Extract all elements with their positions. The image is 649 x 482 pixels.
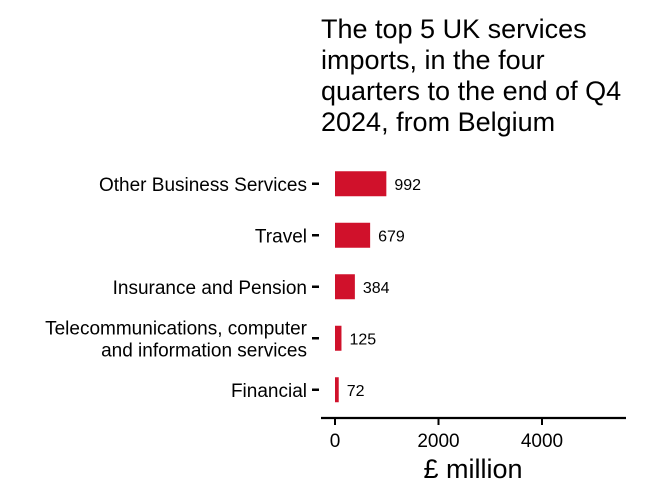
bars — [335, 171, 387, 403]
value-label-0: 992 — [394, 177, 421, 194]
category-label-3-line-1: and information services — [101, 340, 307, 361]
bar-3 — [335, 325, 342, 351]
category-labels: Other Business Services Travel Insurance a… — [45, 175, 308, 402]
category-label-2: Insurance and Pension — [113, 278, 307, 299]
value-labels: 992 679 384 125 72 — [347, 177, 421, 400]
chart-title-line-2: quarters to the end of Q4 — [321, 76, 621, 106]
x-axis-ticks: 0 2000 4000 — [330, 419, 563, 452]
value-label-4: 72 — [347, 383, 365, 400]
category-label-4: Financial — [231, 381, 307, 402]
bar-1 — [335, 222, 371, 248]
category-ticks — [312, 182, 319, 391]
value-label-2: 384 — [363, 280, 390, 297]
category-label-4-line-0: Financial — [231, 381, 307, 402]
x-tick-label-1: 2000 — [417, 431, 459, 452]
x-axis-title: £ million — [423, 454, 522, 482]
category-label-0: Other Business Services — [99, 175, 307, 196]
category-label-0-line-0: Other Business Services — [99, 175, 307, 196]
bar-0 — [335, 171, 387, 197]
category-label-3: Telecommunications, computer and informat… — [45, 318, 308, 361]
category-label-2-line-0: Insurance and Pension — [113, 278, 307, 299]
chart-title-line-0: The top 5 UK services — [321, 14, 587, 44]
chart-title-line-1: imports, in the four — [321, 45, 545, 75]
value-label-3: 125 — [349, 331, 376, 348]
bar-4 — [335, 377, 339, 403]
x-tick-label-2: 4000 — [521, 431, 563, 452]
chart-title-line-3: 2024, from Belgium — [321, 107, 555, 137]
value-label-1: 679 — [378, 228, 405, 245]
category-label-1-line-0: Travel — [255, 226, 307, 247]
category-label-1: Travel — [255, 226, 307, 247]
bar-2 — [335, 274, 355, 300]
category-label-3-line-0: Telecommunications, computer — [45, 318, 308, 339]
chart-title-text: The top 5 UK services imports, in the fou… — [321, 14, 621, 137]
chart-title: The top 5 UK services imports, in the fou… — [321, 14, 621, 137]
x-tick-label-0: 0 — [330, 431, 341, 452]
